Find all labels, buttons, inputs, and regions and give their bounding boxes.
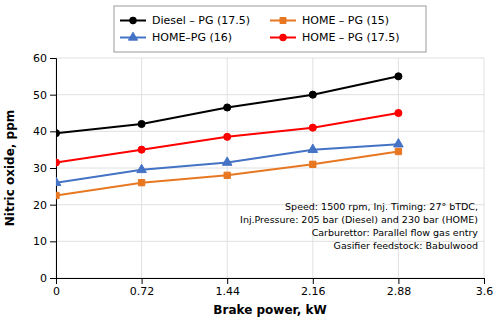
legend-marker <box>280 18 286 24</box>
legend-entry: HOME – PG (17.5) <box>270 31 400 44</box>
series-marker <box>56 192 59 198</box>
y-axis-tick-mark <box>50 95 56 96</box>
y-axis-title: Nitric oxide, ppm <box>3 110 17 226</box>
x-axis-tick-mark <box>227 278 228 284</box>
legend: Diesel – PG (17.5) HOME – PG (15) HOME–PG … <box>114 6 426 52</box>
x-axis-tick-mark <box>313 278 314 284</box>
x-axis-tick-label: 0.72 <box>130 285 155 298</box>
x-axis-tick: 1.44 <box>215 278 240 298</box>
y-axis-tick: 50 <box>33 89 56 102</box>
x-axis-tick-label: 2.88 <box>387 285 412 298</box>
x-axis-tick-label: 3.6 <box>476 285 494 298</box>
series-marker <box>56 159 60 166</box>
y-axis-tick-label: 0 <box>40 272 47 285</box>
plot-area: 0 0.72 1.44 2.16 2.88 3.6 0 10 20 30 40 50 60 Speed: … <box>33 52 493 298</box>
y-grid-line <box>56 94 484 95</box>
y-axis-tick: 10 <box>33 235 56 248</box>
annotation-line: Carburettor: Parallel flow gas entry <box>312 227 479 238</box>
legend-marker <box>280 34 287 41</box>
series-marker <box>394 139 404 147</box>
series-line <box>56 76 398 133</box>
series-marker <box>395 148 401 154</box>
y-axis: 0 10 20 30 40 50 60 <box>33 52 57 285</box>
annotation-line: Gasifier feedstock: Babulwood <box>334 240 478 251</box>
y-grid-line <box>56 168 484 169</box>
x-axis-tick: 0 <box>53 278 60 298</box>
annotation: Speed: 1500 rpm, Inj. Timing: 27° bTDC, I… <box>240 201 478 251</box>
x-axis-tick-mark <box>398 278 399 284</box>
legend-entry: HOME – PG (15) <box>270 14 389 27</box>
x-axis-tick-label: 1.44 <box>215 285 240 298</box>
y-axis-tick-mark <box>50 131 56 132</box>
y-axis-tick-label: 30 <box>33 162 47 175</box>
series-marker <box>138 146 145 153</box>
y-axis-tick-mark <box>50 58 56 59</box>
series-marker <box>138 120 145 127</box>
series-marker <box>308 144 318 152</box>
y-axis-tick-mark <box>50 278 56 279</box>
series-marker <box>309 124 316 131</box>
y-axis-tick-mark <box>50 168 56 169</box>
y-axis-tick: 60 <box>33 52 56 65</box>
series <box>56 109 402 166</box>
legend-frame <box>114 6 426 52</box>
y-axis-tick: 30 <box>33 162 56 175</box>
series-marker <box>224 133 231 140</box>
legend-marker <box>128 32 137 40</box>
x-axis-tick: 2.16 <box>301 278 326 298</box>
series <box>56 139 403 186</box>
series-marker <box>56 177 61 185</box>
x-axis-domain <box>57 279 485 285</box>
legend-label: HOME – PG (17.5) <box>302 31 400 44</box>
x-axis-tick: 3.6 <box>476 278 494 298</box>
marks <box>56 73 403 199</box>
series-marker <box>395 109 402 116</box>
x-axis-tick-mark <box>484 278 485 284</box>
x-axis-title: Brake power, kW <box>213 303 326 317</box>
series-marker <box>138 180 144 186</box>
x-axis-tick-label: 0 <box>53 285 60 298</box>
y-axis-tick: 20 <box>33 199 56 212</box>
series <box>56 148 402 198</box>
series-marker <box>222 157 232 165</box>
x-axis: 0 0.72 1.44 2.16 2.88 3.6 <box>53 278 493 298</box>
x-axis-tick: 0.72 <box>130 278 155 298</box>
y-axis-tick: 0 <box>40 272 56 285</box>
chart: 0 0.72 1.44 2.16 2.88 3.6 0 10 20 30 40 50 60 Speed: … <box>0 0 500 322</box>
series-line <box>56 113 398 163</box>
y-axis-tick-label: 40 <box>33 125 47 138</box>
series-marker <box>310 161 316 167</box>
x-axis-tick-mark <box>142 278 143 284</box>
annotation-line: Speed: 1500 rpm, Inj. Timing: 27° bTDC, <box>285 201 478 212</box>
legend-label: HOME–PG (16) <box>152 31 232 44</box>
series-marker <box>224 172 230 178</box>
legend-label: Diesel – PG (17.5) <box>152 14 250 27</box>
series-marker <box>395 73 402 80</box>
legend-entry: HOME–PG (16) <box>120 31 232 44</box>
y-axis-tick-label: 60 <box>33 52 47 65</box>
x-axis-tick-label: 2.16 <box>301 285 326 298</box>
grid <box>56 58 484 278</box>
legend-label: HOME – PG (15) <box>302 14 389 27</box>
legend-entry: Diesel – PG (17.5) <box>120 14 250 27</box>
y-axis-tick-mark <box>50 205 56 206</box>
y-axis-tick-label: 10 <box>33 235 47 248</box>
legend-marker <box>130 17 137 24</box>
series-marker <box>56 130 60 137</box>
y-axis-tick-label: 50 <box>33 89 47 102</box>
series <box>56 73 402 137</box>
y-grid-line <box>56 58 484 59</box>
y-axis-tick-mark <box>50 241 56 242</box>
y-axis-tick: 40 <box>33 125 56 138</box>
series-marker <box>309 91 316 98</box>
series-line <box>56 144 398 183</box>
y-axis-tick-label: 20 <box>33 199 47 212</box>
series-marker <box>224 104 231 111</box>
series-line <box>56 152 398 196</box>
annotation-line: Inj.Pressure: 205 bar (Diesel) and 230 b… <box>240 214 478 225</box>
y-axis-domain <box>50 59 57 279</box>
series-marker <box>137 164 147 172</box>
x-axis-tick: 2.88 <box>387 278 412 298</box>
